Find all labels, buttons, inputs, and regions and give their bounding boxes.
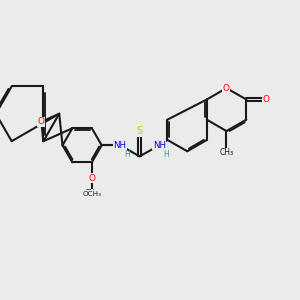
Text: O: O <box>262 95 269 104</box>
Text: O: O <box>88 173 95 182</box>
Text: S: S <box>136 126 142 136</box>
Text: CH₃: CH₃ <box>219 148 233 157</box>
Text: CH₃: CH₃ <box>85 189 99 198</box>
Text: OCH₃: OCH₃ <box>82 191 101 197</box>
Text: NH: NH <box>153 141 166 150</box>
Text: O: O <box>88 173 95 182</box>
Text: NH: NH <box>113 141 127 150</box>
Text: H: H <box>124 150 130 159</box>
Text: O: O <box>38 117 45 126</box>
Text: O: O <box>223 84 230 93</box>
Text: H: H <box>164 150 169 159</box>
